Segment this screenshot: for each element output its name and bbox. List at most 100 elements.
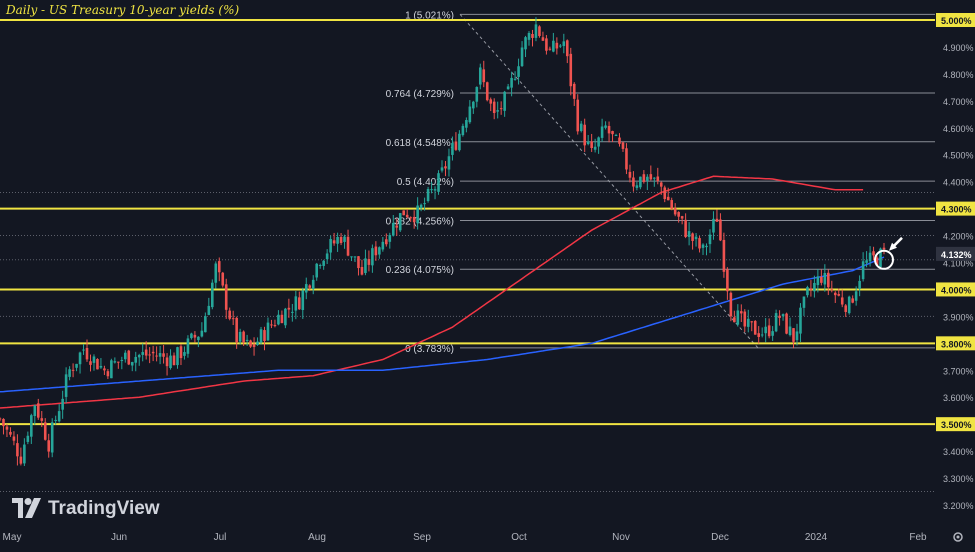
candle-body [123, 352, 127, 360]
candle-body [830, 289, 834, 291]
chart-title: Daily - US Treasury 10-year yields (%) [6, 3, 240, 17]
candle-body [179, 346, 183, 359]
key-level-axis-tag [936, 417, 975, 432]
x-axis-tick-label: Feb [909, 532, 927, 543]
key-level-axis-label: 3.800% [941, 339, 972, 349]
candle-body [284, 308, 287, 326]
y-axis-panel [935, 0, 975, 547]
candle-body [670, 200, 674, 209]
candle-body [263, 330, 266, 342]
candle-body [252, 344, 256, 347]
candle-body [795, 331, 799, 341]
y-axis-tick-label: 3.600% [943, 393, 974, 403]
gear-center [956, 535, 960, 539]
candle-body [590, 141, 593, 148]
pointer-arrow-icon [889, 242, 897, 251]
tradingview-watermark: TradingView [12, 498, 160, 520]
candle-body [273, 325, 277, 327]
candle-body [840, 297, 844, 305]
key-level-axis-tag [936, 13, 975, 27]
candle-body [92, 356, 96, 363]
candle-body [611, 131, 614, 135]
candle-body [656, 176, 660, 181]
candle-body [426, 189, 430, 202]
candle-body [868, 252, 872, 262]
candle-body [235, 317, 238, 343]
candle-body [40, 418, 44, 421]
candle-body [50, 422, 54, 453]
x-axis-tick-label: Aug [308, 532, 326, 543]
candle-body [743, 311, 747, 327]
candle-body [200, 330, 204, 337]
highlight-circle [874, 249, 894, 270]
y-axis-tick-label: 4.800% [943, 70, 974, 80]
y-axis-tick-label: 3.400% [943, 447, 974, 457]
fib-level-label: 0.618 (4.548%) [386, 138, 454, 149]
candle-body [259, 329, 263, 343]
candle-body [767, 325, 771, 337]
candle-body [207, 305, 211, 315]
candle-body [792, 328, 795, 342]
candle-body [666, 196, 670, 201]
candle-body [538, 26, 541, 37]
settings-gear-icon[interactable] [953, 532, 963, 542]
candle-body [625, 148, 628, 170]
candle-body [322, 260, 325, 266]
candle-body [680, 216, 684, 219]
candle-body [565, 40, 569, 57]
candle-body [506, 86, 510, 90]
candle-body [552, 40, 555, 52]
candle-body [541, 37, 545, 41]
candle-body [308, 285, 312, 288]
candle-body [673, 207, 677, 215]
candle-body [712, 218, 715, 233]
candle-body [19, 456, 23, 464]
candle-body [26, 435, 30, 442]
candle-body [75, 363, 78, 368]
candle-body [440, 167, 444, 171]
y-axis-tick-label: 4.400% [943, 178, 974, 188]
candle-body [106, 371, 110, 377]
candle-body [771, 331, 774, 336]
candle-body [169, 355, 172, 369]
candle-body [628, 171, 632, 178]
candle-body [461, 125, 465, 136]
candle-body [385, 239, 388, 245]
key-level-axis-tag [936, 336, 975, 351]
candle-body [433, 189, 437, 191]
candle-body [127, 350, 131, 365]
candle-body [475, 87, 479, 102]
candle-body [249, 340, 252, 347]
candle-body [193, 334, 197, 338]
candle-body [224, 284, 228, 310]
candle-body [753, 320, 757, 335]
candle-body [750, 321, 754, 323]
candle-body [760, 334, 764, 336]
candle-body [256, 341, 259, 346]
candle-body [301, 290, 305, 310]
candle-body [405, 214, 409, 218]
candle-body [287, 307, 291, 310]
candle-body [726, 269, 729, 292]
fib-level-label: 0.382 (4.256%) [386, 216, 454, 227]
candle-body [371, 248, 374, 266]
candle-body [103, 368, 106, 371]
candle-body [412, 216, 416, 223]
candle-body [214, 263, 218, 283]
candle-body [33, 405, 37, 417]
candle-body [197, 336, 200, 341]
candle-body [659, 182, 663, 187]
candle-body [36, 403, 40, 418]
candle-body [576, 99, 580, 132]
candle-body [298, 297, 301, 310]
candle-body [451, 143, 454, 155]
candle-body [649, 174, 653, 180]
candle-body [238, 331, 242, 342]
candle-body [882, 247, 886, 250]
candle-body [562, 41, 566, 47]
candle-body [419, 204, 423, 209]
candle-body [99, 365, 103, 368]
candle-body [395, 225, 399, 228]
candle-body [788, 326, 792, 336]
